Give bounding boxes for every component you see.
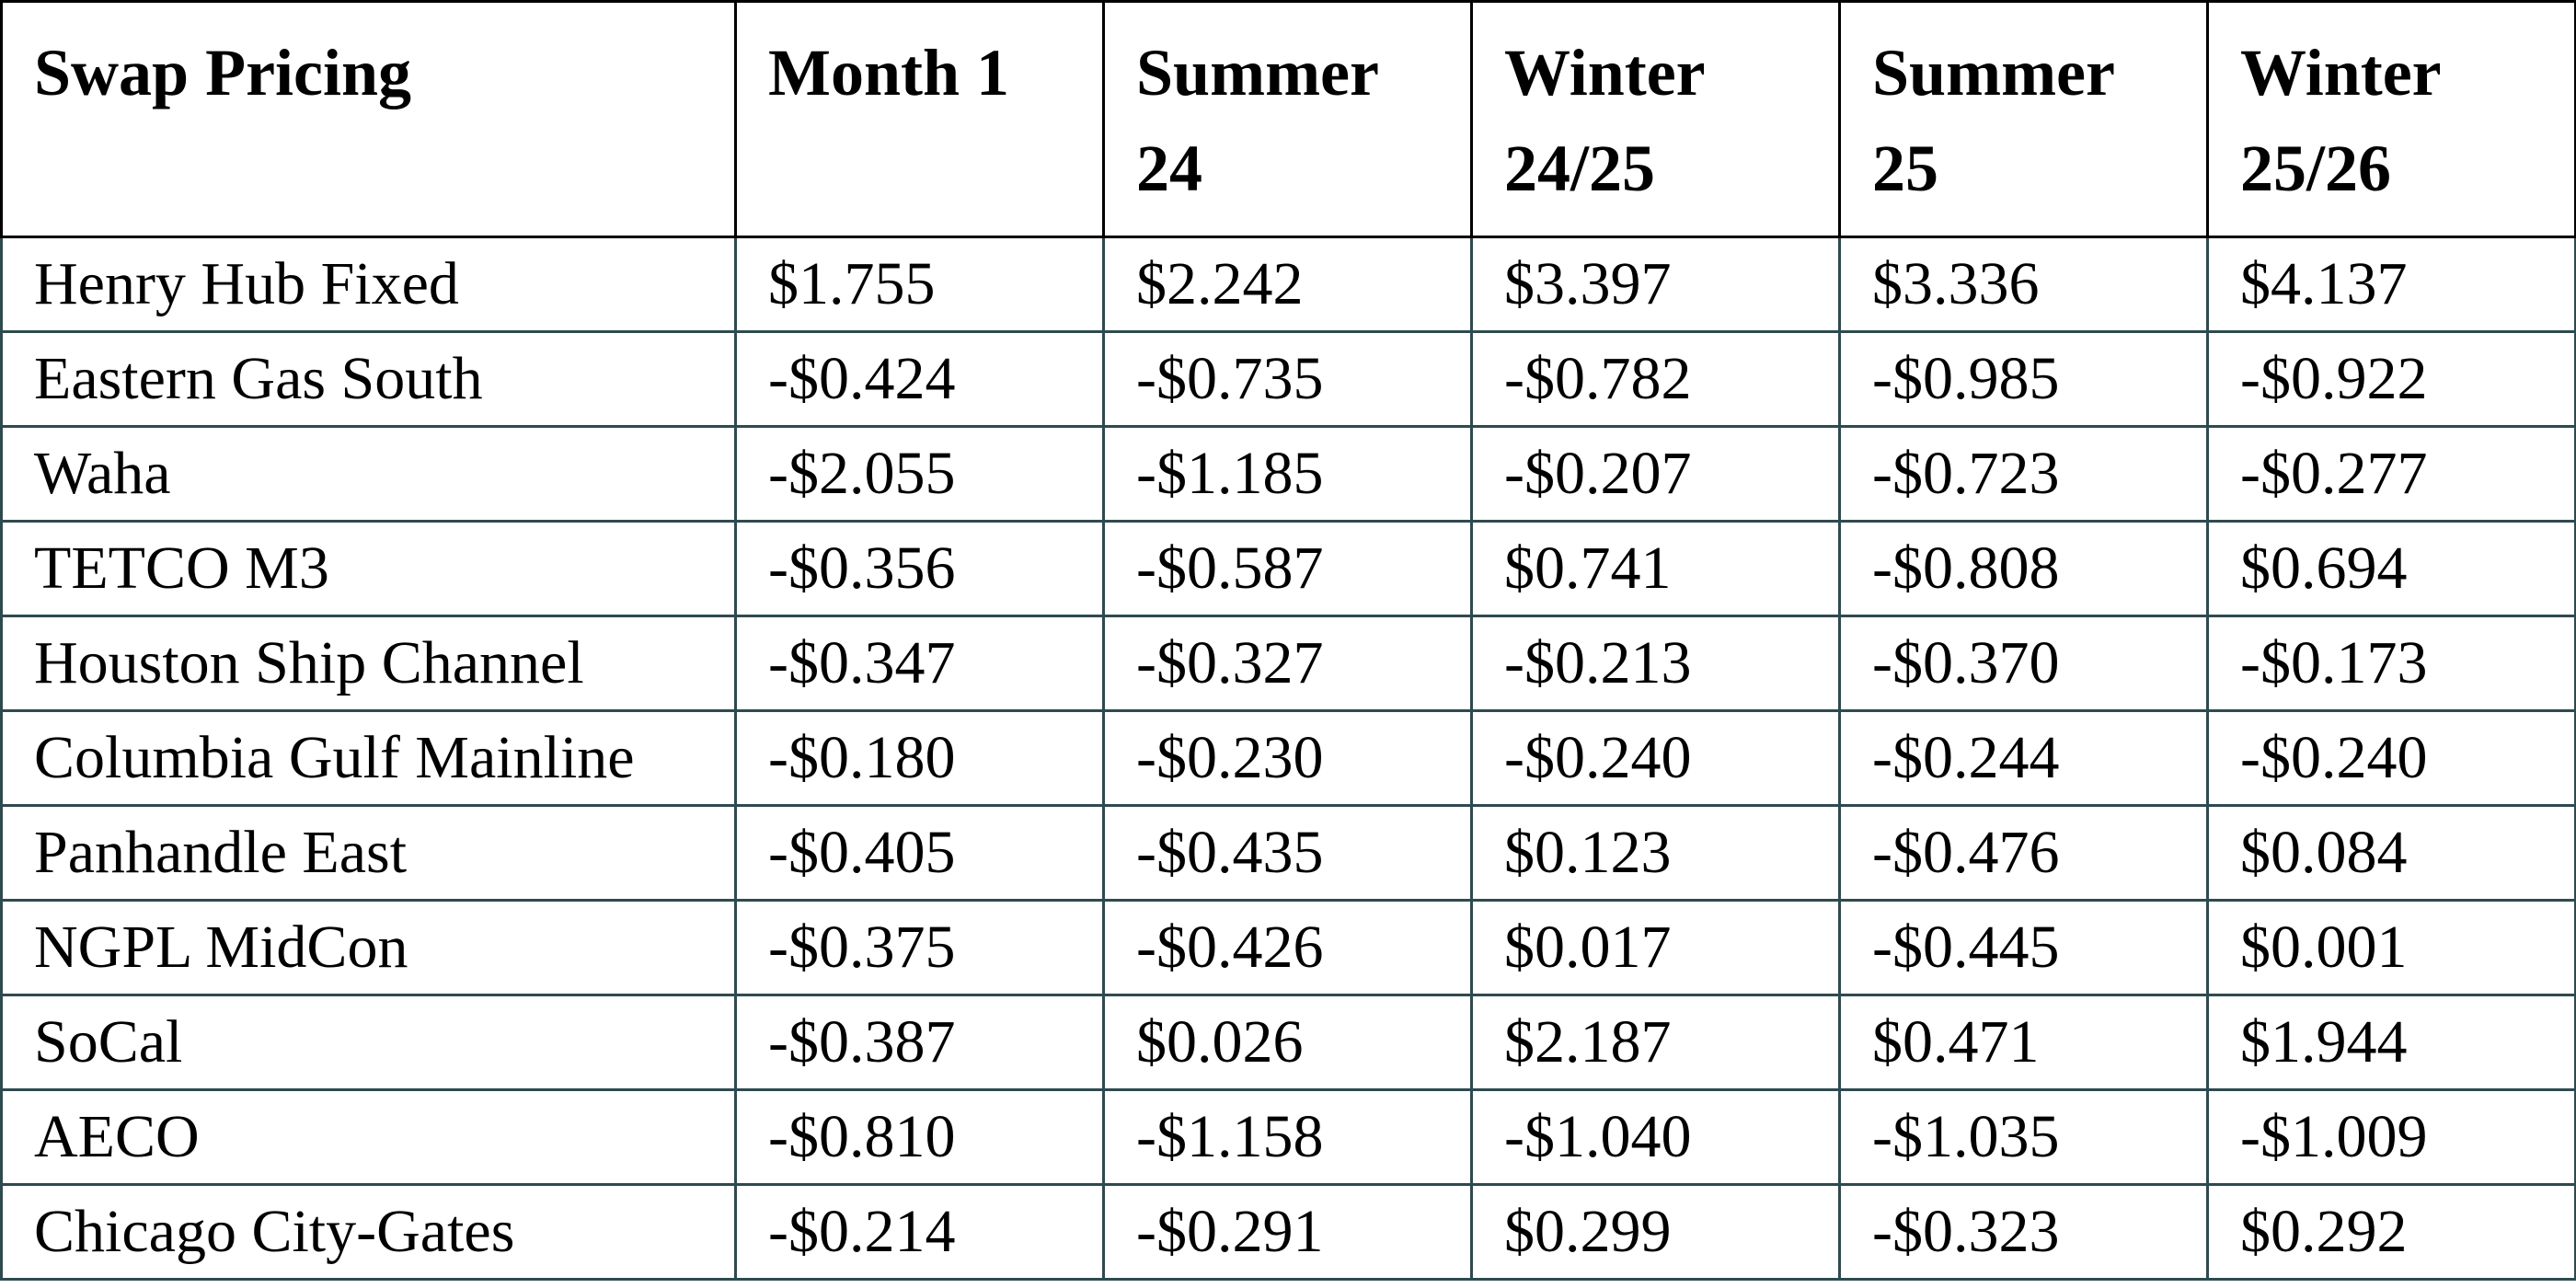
table-row: Houston Ship Channel -$0.347 -$0.327 -$0.21… — [0, 615, 2576, 712]
price-cell: -$0.426 — [1102, 899, 1473, 996]
price-cell: -$2.055 — [734, 425, 1105, 523]
price-cell: -$0.214 — [734, 1183, 1105, 1281]
price-cell: -$0.240 — [1470, 709, 1841, 807]
price-cell: -$0.356 — [734, 520, 1105, 617]
table-row: Henry Hub Fixed $1.755 $2.242 $3.397 $3.336 $… — [0, 236, 2576, 333]
table-row: Chicago City-Gates -$0.214 -$0.291 $0.299 -$… — [0, 1183, 2576, 1281]
price-cell: $2.242 — [1102, 236, 1473, 333]
header-cell: Winter 25/26 — [2206, 0, 2576, 238]
table-row: AECO -$0.810 -$1.158 -$1.040 -$1.035 -$1.009 — [0, 1088, 2576, 1186]
row-label: TETCO M3 — [0, 520, 737, 617]
price-cell: $1.755 — [734, 236, 1105, 333]
price-cell: $0.001 — [2206, 899, 2576, 996]
price-cell: -$0.424 — [734, 330, 1105, 428]
price-cell: -$0.476 — [1838, 804, 2209, 902]
price-cell: -$0.375 — [734, 899, 1105, 996]
price-cell: $0.471 — [1838, 994, 2209, 1091]
row-label: Henry Hub Fixed — [0, 236, 737, 333]
price-cell: -$0.207 — [1470, 425, 1841, 523]
header-cell: Summer 25 — [1838, 0, 2209, 238]
price-cell: -$0.922 — [2206, 330, 2576, 428]
price-cell: -$0.240 — [2206, 709, 2576, 807]
row-label: Panhandle East — [0, 804, 737, 902]
price-cell: $2.187 — [1470, 994, 1841, 1091]
table-row: Panhandle East -$0.405 -$0.435 $0.123 -$0.47… — [0, 804, 2576, 902]
price-cell: $0.299 — [1470, 1183, 1841, 1281]
table-row: Eastern Gas South -$0.424 -$0.735 -$0.782 -$… — [0, 330, 2576, 428]
price-cell: -$0.230 — [1102, 709, 1473, 807]
price-cell: -$1.158 — [1102, 1088, 1473, 1186]
row-label: Waha — [0, 425, 737, 523]
price-cell: -$1.035 — [1838, 1088, 2209, 1186]
price-cell: -$0.213 — [1470, 615, 1841, 712]
price-cell: -$0.808 — [1838, 520, 2209, 617]
price-cell: -$0.180 — [734, 709, 1105, 807]
header-row: Swap Pricing Month 1 Summer 24 Winter 24/25… — [0, 0, 2576, 238]
price-cell: -$0.323 — [1838, 1183, 2209, 1281]
price-cell: -$0.173 — [2206, 615, 2576, 712]
price-cell: -$0.291 — [1102, 1183, 1473, 1281]
row-label: Eastern Gas South — [0, 330, 737, 428]
price-cell: $0.123 — [1470, 804, 1841, 902]
price-cell: -$0.387 — [734, 994, 1105, 1091]
price-cell: $4.137 — [2206, 236, 2576, 333]
header-cell: Summer 24 — [1102, 0, 1473, 238]
price-cell: $0.017 — [1470, 899, 1841, 996]
price-cell: $0.741 — [1470, 520, 1841, 617]
price-cell: -$0.445 — [1838, 899, 2209, 996]
header-cell: Month 1 — [734, 0, 1105, 238]
price-cell: -$1.040 — [1470, 1088, 1841, 1186]
price-cell: -$0.277 — [2206, 425, 2576, 523]
header-cell: Swap Pricing — [0, 0, 737, 238]
price-cell: $0.694 — [2206, 520, 2576, 617]
price-cell: -$0.405 — [734, 804, 1105, 902]
price-cell: $3.397 — [1470, 236, 1841, 333]
row-label: AECO — [0, 1088, 737, 1186]
price-cell: -$0.985 — [1838, 330, 2209, 428]
price-cell: -$1.185 — [1102, 425, 1473, 523]
table-row: SoCal -$0.387 $0.026 $2.187 $0.471 $1.944 — [0, 994, 2576, 1091]
price-cell: -$0.782 — [1470, 330, 1841, 428]
price-cell: -$0.587 — [1102, 520, 1473, 617]
price-cell: -$0.347 — [734, 615, 1105, 712]
table-row: Waha -$2.055 -$1.185 -$0.207 -$0.723 -$0.277 — [0, 425, 2576, 523]
row-label: Chicago City-Gates — [0, 1183, 737, 1281]
row-label: NGPL MidCon — [0, 899, 737, 996]
header-cell: Winter 24/25 — [1470, 0, 1841, 238]
price-cell: -$0.327 — [1102, 615, 1473, 712]
price-cell: -$0.370 — [1838, 615, 2209, 712]
price-cell: -$0.735 — [1102, 330, 1473, 428]
price-cell: -$0.723 — [1838, 425, 2209, 523]
price-cell: -$0.244 — [1838, 709, 2209, 807]
price-cell: $0.026 — [1102, 994, 1473, 1091]
row-label: Houston Ship Channel — [0, 615, 737, 712]
row-label: Columbia Gulf Mainline — [0, 709, 737, 807]
price-cell: $1.944 — [2206, 994, 2576, 1091]
price-cell: -$0.435 — [1102, 804, 1473, 902]
price-cell: $3.336 — [1838, 236, 2209, 333]
price-cell: $0.292 — [2206, 1183, 2576, 1281]
table-row: TETCO M3 -$0.356 -$0.587 $0.741 -$0.808 $0.69… — [0, 520, 2576, 617]
table-row: Columbia Gulf Mainline -$0.180 -$0.230 -$0.… — [0, 709, 2576, 807]
price-cell: -$0.810 — [734, 1088, 1105, 1186]
table-row: NGPL MidCon -$0.375 -$0.426 $0.017 -$0.445 $0… — [0, 899, 2576, 996]
row-label: SoCal — [0, 994, 737, 1091]
price-cell: $0.084 — [2206, 804, 2576, 902]
table-body: Henry Hub Fixed $1.755 $2.242 $3.397 $3.336 $… — [0, 236, 2576, 1281]
price-cell: -$1.009 — [2206, 1088, 2576, 1186]
